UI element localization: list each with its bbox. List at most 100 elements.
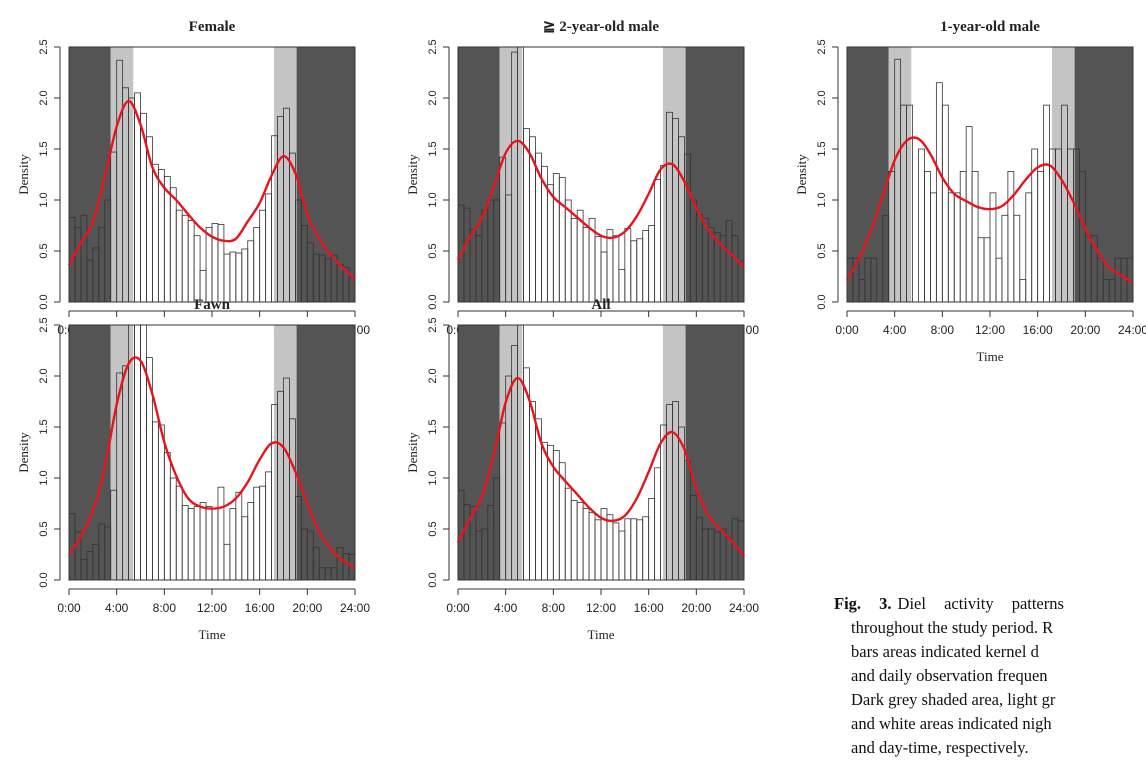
y-axis-label: Density	[405, 432, 420, 473]
y-axis-label: Density	[16, 154, 31, 195]
y-tick-label: 1.5	[38, 141, 50, 156]
y-tick-label: 0.5	[816, 243, 828, 258]
night-shade-evening	[296, 47, 355, 302]
y-tick-label: 0.0	[38, 294, 50, 309]
y-tick-label: 0.0	[38, 572, 50, 587]
night-shade-morning	[69, 47, 111, 302]
twilight-shade-dawn	[110, 47, 134, 302]
y-tick-label: 0.0	[427, 572, 439, 587]
caption-line-3: and daily observation frequen	[851, 666, 1048, 685]
caption-line-4: Dark grey shaded area, light gr	[851, 690, 1056, 709]
x-tick-label: 4:00	[494, 601, 518, 615]
y-tick-label: 2.5	[427, 317, 439, 332]
kernel-density-line	[67, 356, 356, 569]
y-tick-label: 2.0	[427, 368, 439, 383]
y-tick-label: 2.0	[38, 368, 50, 383]
x-tick-label: 24:00	[729, 601, 759, 615]
y-tick-label: 0.0	[816, 294, 828, 309]
y-tick-label: 1.5	[427, 419, 439, 434]
plot-frame	[846, 46, 1134, 303]
chart-panel-0: 0:004:008:0012:0016:0020:0024:00Time0.00…	[16, 19, 370, 364]
day-area	[522, 47, 663, 302]
x-axis-label: Time	[977, 349, 1004, 364]
x-tick-label: 0:00	[446, 601, 470, 615]
twilight-shade-dawn	[499, 47, 523, 302]
y-tick-label: 2.5	[427, 39, 439, 54]
x-tick-label: 12:00	[586, 601, 616, 615]
kernel-density-line	[456, 139, 745, 269]
x-tick-label: 16:00	[245, 601, 275, 615]
caption-line-0: Fig. 3. Diel activity patterns	[834, 592, 1146, 616]
y-tick-label: 1.5	[38, 419, 50, 434]
x-tick-label: 8:00	[931, 323, 955, 337]
chart-title: Female	[189, 19, 236, 35]
y-tick-label: 0.5	[38, 243, 50, 258]
night-shade-evening	[1074, 47, 1133, 302]
chart-panel-4: 0:00 4:00 8:00 12:00 16:00 20:00 24:00 Time 0.0 0…	[405, 297, 759, 642]
x-tick-label: 4:00	[105, 601, 129, 615]
caption-line-6: and day-time, respectively.	[851, 738, 1029, 757]
y-tick-label: 2.0	[427, 90, 439, 105]
y-axis-label: Density	[405, 154, 420, 195]
day-area	[133, 325, 274, 580]
x-tick-label: 24:00	[1118, 323, 1146, 337]
night-shade-morning	[69, 325, 111, 580]
x-axis-label: Time	[588, 627, 615, 642]
x-tick-label: 16:00	[1023, 323, 1053, 337]
chart-title: ≧ 2-year-old male	[543, 19, 659, 35]
y-tick-label: 0.0	[427, 294, 439, 309]
chart-panel-2: 0:00 4:00 8:00 12:00 16:00 20:00 24:00 Time 0.0 0…	[794, 19, 1146, 364]
chart-title: All	[591, 297, 610, 313]
night-shade-evening	[685, 325, 744, 580]
y-tick-label: 1.0	[427, 470, 439, 485]
caption-text-0: Diel activity patterns	[897, 594, 1064, 613]
kernel-density-line	[845, 136, 1134, 284]
y-axis-label: Density	[794, 154, 809, 195]
plot-frame	[68, 46, 356, 303]
plot-frame	[68, 324, 356, 581]
caption-line-5: and white areas indicated nigh	[851, 714, 1052, 733]
kernel-density-line	[67, 99, 356, 281]
y-tick-label: 1.5	[427, 141, 439, 156]
y-tick-label: 2.5	[38, 39, 50, 54]
night-shade-evening	[685, 47, 744, 302]
caption-label: Fig. 3.	[834, 594, 892, 613]
caption-line-2: bars areas indicated kernel d	[851, 642, 1039, 661]
chart-panel-3: 0:00 4:00 8:00 12:00 16:00 20:00 24:00 Time 0.0 0…	[16, 297, 370, 642]
twilight-shade-dusk	[1051, 47, 1075, 302]
plot-frame	[457, 46, 745, 303]
x-tick-label: 20:00	[681, 601, 711, 615]
x-tick-label: 24:00	[340, 601, 370, 615]
twilight-shade-dusk	[662, 47, 686, 302]
y-tick-label: 2.5	[38, 317, 50, 332]
twilight-shade-dusk	[662, 325, 686, 580]
y-tick-label: 1.5	[816, 141, 828, 156]
x-tick-label: 16:00	[634, 601, 664, 615]
figure-caption: Fig. 3. Diel activity patterns throughout…	[834, 592, 1146, 760]
kernel-density-line	[456, 376, 745, 557]
y-tick-label: 0.5	[38, 521, 50, 536]
chart-title: Fawn	[194, 297, 230, 313]
x-axis-label: Time	[199, 627, 226, 642]
plot-frame	[457, 324, 745, 581]
twilight-shade-dusk	[273, 47, 297, 302]
night-shade-morning	[458, 325, 500, 580]
night-shade-evening	[296, 325, 355, 580]
night-shade-morning	[847, 47, 889, 302]
y-tick-label: 1.0	[427, 192, 439, 207]
night-shade-morning	[458, 47, 500, 302]
y-tick-label: 2.0	[38, 90, 50, 105]
chart-title: 1-year-old male	[940, 19, 1040, 35]
y-tick-label: 1.0	[816, 192, 828, 207]
x-tick-label: 0:00	[57, 601, 81, 615]
x-tick-label: 12:00	[197, 601, 227, 615]
y-axis-label: Density	[16, 432, 31, 473]
x-tick-label: 4:00	[883, 323, 907, 337]
y-tick-label: 1.0	[38, 470, 50, 485]
x-tick-label: 8:00	[153, 601, 177, 615]
x-tick-label: 8:00	[542, 601, 566, 615]
caption-line-1: throughout the study period. R	[851, 618, 1054, 637]
y-tick-label: 2.5	[816, 39, 828, 54]
